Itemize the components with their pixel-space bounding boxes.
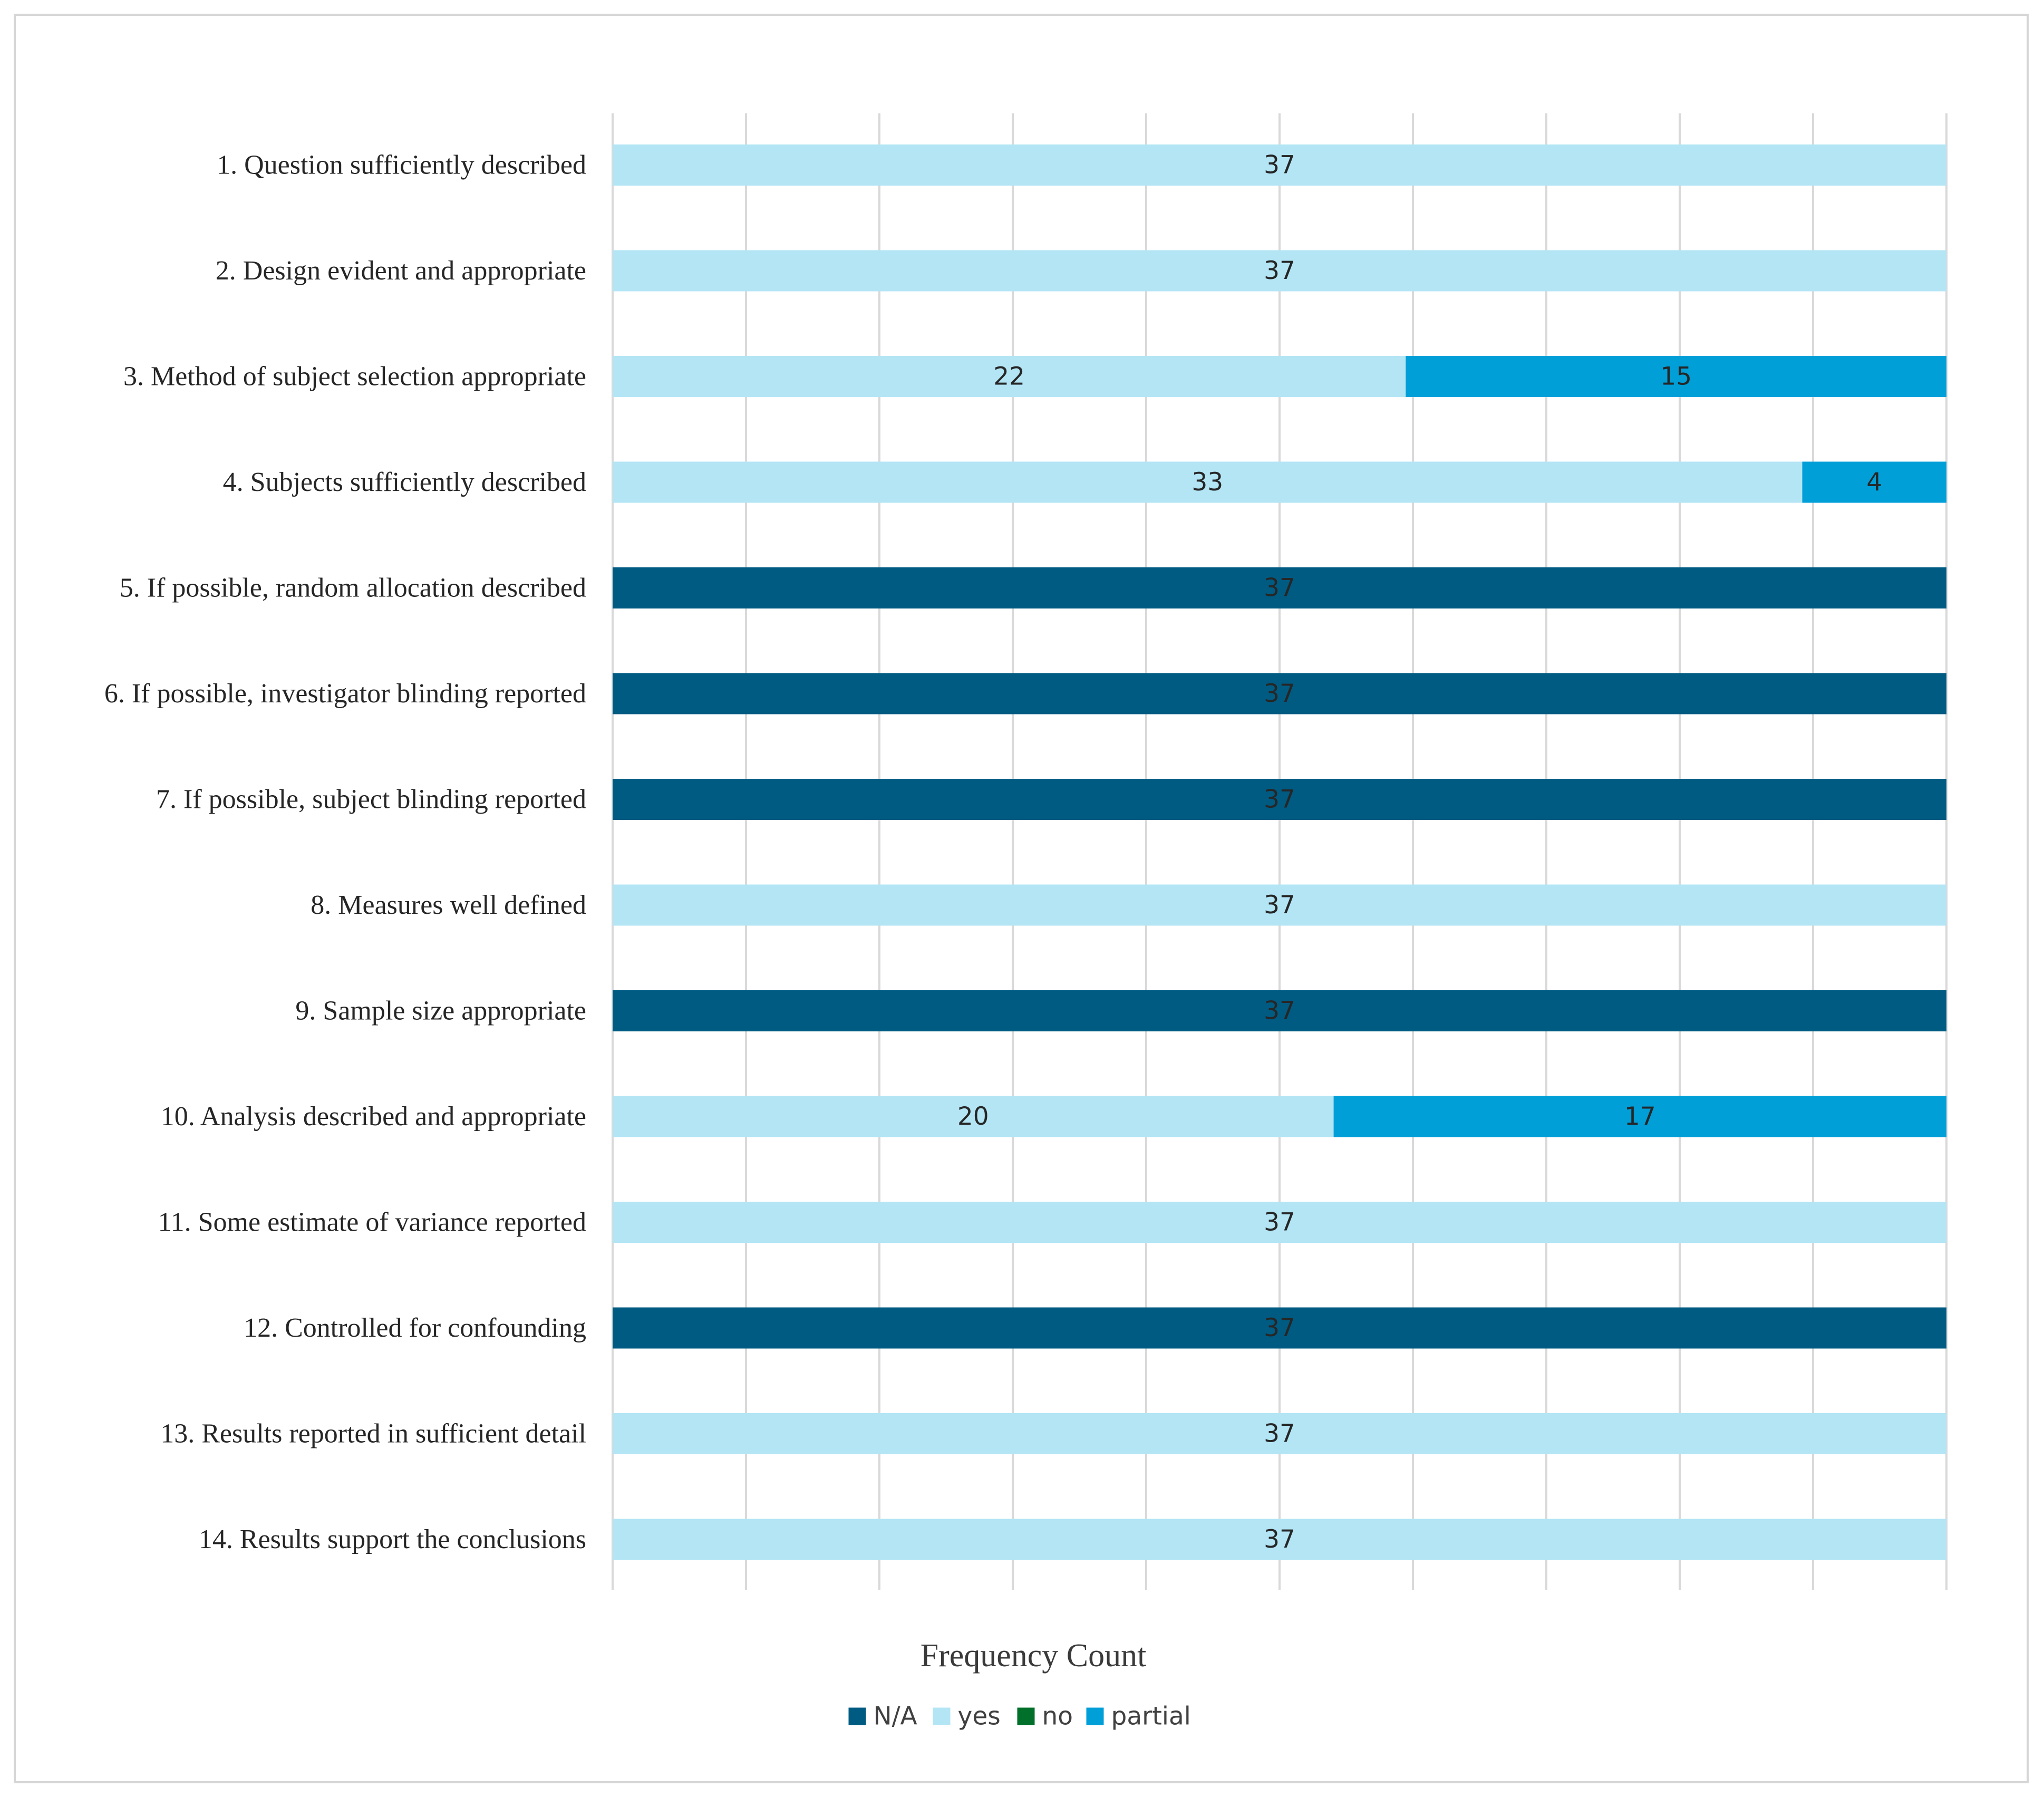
data-label: 15: [1660, 362, 1692, 391]
data-label: 37: [1264, 256, 1295, 285]
legend-swatch: [848, 1707, 866, 1725]
bar-segment-yes: [613, 1413, 1946, 1454]
bar-segment-partial: [1406, 356, 1946, 397]
bar-segment-na: [613, 990, 1946, 1031]
gridlines: [612, 113, 1948, 1590]
data-label: 37: [1264, 997, 1295, 1026]
bar-segment-yes: [613, 884, 1946, 926]
legend-swatch: [933, 1707, 951, 1725]
data-label: 37: [1264, 1419, 1295, 1448]
bar-segment-yes: [613, 144, 1946, 186]
legend-label: no: [1042, 1702, 1073, 1731]
bar-segment-na: [613, 567, 1946, 608]
category-label: 3. Method of subject selection appropria…: [123, 362, 586, 392]
data-label: 20: [957, 1102, 989, 1131]
data-label: 37: [1264, 1208, 1295, 1237]
bar-segment-yes: [613, 250, 1946, 292]
bar-segment-partial: [1802, 461, 1946, 503]
bar-segment-yes: [613, 1519, 1946, 1560]
bar-segment-na: [613, 673, 1946, 714]
data-label: 33: [1191, 468, 1223, 497]
data-label: 37: [1264, 891, 1295, 920]
legend-label: N/A: [874, 1702, 917, 1731]
category-label: 8. Measures well defined: [311, 890, 586, 920]
data-label: 37: [1264, 679, 1295, 708]
data-label: 37: [1264, 785, 1295, 814]
data-label: 37: [1264, 1313, 1295, 1342]
category-label: 4. Subjects sufficiently described: [223, 467, 586, 497]
category-label: 6. If possible, investigator blinding re…: [104, 679, 586, 709]
data-label: 17: [1624, 1102, 1656, 1131]
category-label: 9. Sample size appropriate: [295, 996, 586, 1026]
category-label: 5. If possible, random allocation descri…: [120, 573, 586, 603]
bar-segment-yes: [613, 1096, 1334, 1137]
category-label: 10. Analysis described and appropriate: [161, 1102, 586, 1132]
data-label: 4: [1866, 468, 1882, 497]
data-label: 22: [993, 362, 1025, 391]
category-labels: 1. Question sufficiently described 2. Des…: [104, 150, 586, 1555]
category-label: 14. Results support the conclusions: [199, 1524, 586, 1554]
category-label: 1. Question sufficiently described: [217, 150, 586, 180]
data-label: 37: [1264, 574, 1295, 603]
legend: N/A yes no partial: [848, 1702, 1191, 1731]
bar-segment-na: [613, 1307, 1946, 1349]
legend-label: partial: [1111, 1702, 1191, 1731]
legend-label: yes: [958, 1702, 1001, 1731]
bar-segment-partial: [1333, 1096, 1946, 1137]
bar-segment-yes: [613, 461, 1803, 503]
bar-segment-yes: [613, 1202, 1946, 1243]
category-label: 13. Results reported in sufficient detai…: [160, 1419, 586, 1449]
bar-segment-na: [613, 779, 1946, 820]
category-label: 7. If possible, subject blinding reporte…: [156, 785, 586, 815]
category-label: 12. Controlled for confounding: [244, 1313, 586, 1343]
legend-swatch: [1086, 1707, 1104, 1725]
bars: 37 37 22 15 33 4 37 37 37 37 37 20 17 37 37 37 37: [613, 144, 1946, 1560]
x-axis-title: Frequency Count: [921, 1638, 1147, 1674]
legend-swatch: [1017, 1707, 1035, 1725]
data-label: 37: [1264, 1525, 1295, 1554]
category-label: 2. Design evident and appropriate: [216, 256, 586, 286]
category-label: 11. Some estimate of variance reported: [158, 1207, 586, 1238]
data-label: 37: [1264, 151, 1295, 180]
bar-segment-yes: [613, 356, 1406, 397]
